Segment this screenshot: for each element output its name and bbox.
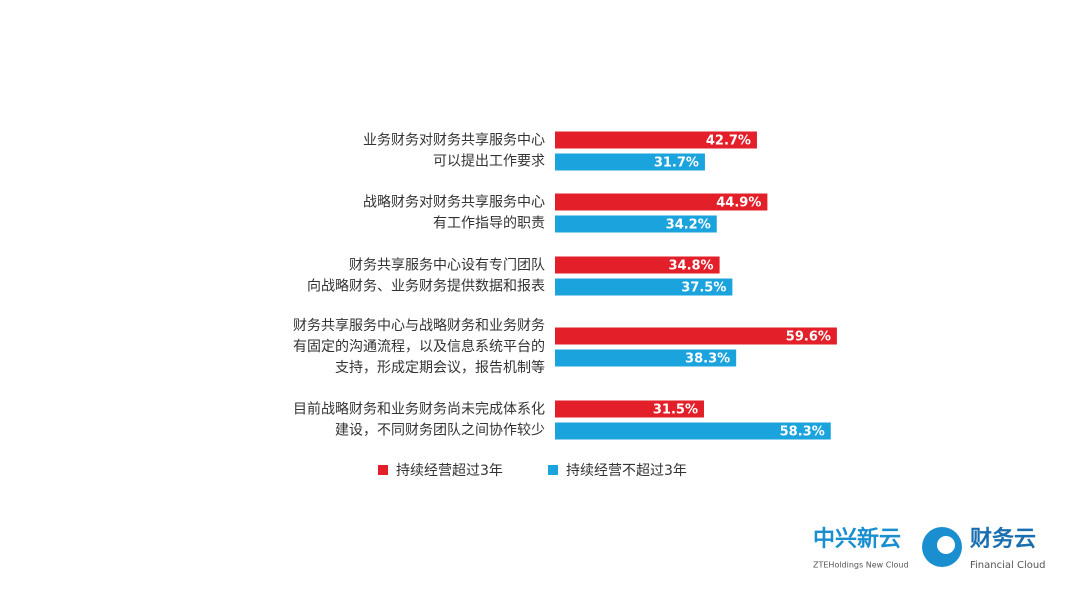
category-label: 业务财务对财务共享服务中心 bbox=[363, 132, 545, 149]
category-label: 有固定的沟通流程，以及信息系统平台的 bbox=[293, 338, 545, 355]
logo-product: 财务云 bbox=[970, 527, 1036, 552]
category-label: 建设，不同财务团队之间协作较少 bbox=[335, 423, 545, 439]
bar bbox=[555, 256, 720, 274]
value-label: 37.5% bbox=[681, 281, 726, 296]
value-label: 58.3% bbox=[780, 425, 825, 440]
bar bbox=[555, 349, 737, 367]
category-label: 财务共享服务中心设有专门团队 bbox=[349, 257, 545, 274]
legend-label: 持续经营超过3年 bbox=[396, 462, 503, 479]
bar bbox=[555, 278, 733, 296]
bar bbox=[555, 193, 768, 211]
category-label: 有工作指导的职责 bbox=[433, 216, 545, 232]
category-label: 向战略财务、业务财务提供数据和报表 bbox=[307, 279, 545, 295]
value-label: 31.5% bbox=[653, 403, 698, 418]
value-label: 42.7% bbox=[706, 134, 751, 149]
bar bbox=[555, 215, 717, 233]
bar bbox=[555, 327, 837, 345]
bar bbox=[555, 131, 757, 149]
value-label: 31.7% bbox=[654, 156, 699, 171]
logo-icon-inner bbox=[937, 536, 955, 554]
value-label: 59.6% bbox=[786, 330, 831, 345]
bar bbox=[555, 400, 704, 418]
category-label: 目前战略财务和业务财务尚未完成体系化 bbox=[293, 401, 545, 418]
category-label: 可以提出工作要求 bbox=[433, 154, 545, 170]
legend-label: 持续经营不超过3年 bbox=[566, 462, 687, 479]
bar bbox=[555, 422, 831, 440]
value-label: 38.3% bbox=[685, 352, 730, 367]
value-label: 44.9% bbox=[716, 196, 761, 211]
value-label: 34.8% bbox=[668, 259, 713, 274]
legend-swatch bbox=[548, 465, 558, 475]
category-label: 财务共享服务中心与战略财务和业务财务 bbox=[293, 317, 545, 334]
bar bbox=[555, 153, 705, 171]
logo-brand: 中兴新云 bbox=[813, 526, 901, 552]
legend-swatch bbox=[378, 465, 388, 475]
category-label: 战略财务对财务共享服务中心 bbox=[363, 194, 545, 211]
logo-product-sub: Financial Cloud bbox=[970, 560, 1046, 571]
value-label: 34.2% bbox=[666, 218, 711, 233]
logo-brand-sub: ZTEHoldings New Cloud bbox=[813, 561, 909, 570]
category-label: 支持，形成定期会议，报告机制等 bbox=[335, 359, 545, 376]
